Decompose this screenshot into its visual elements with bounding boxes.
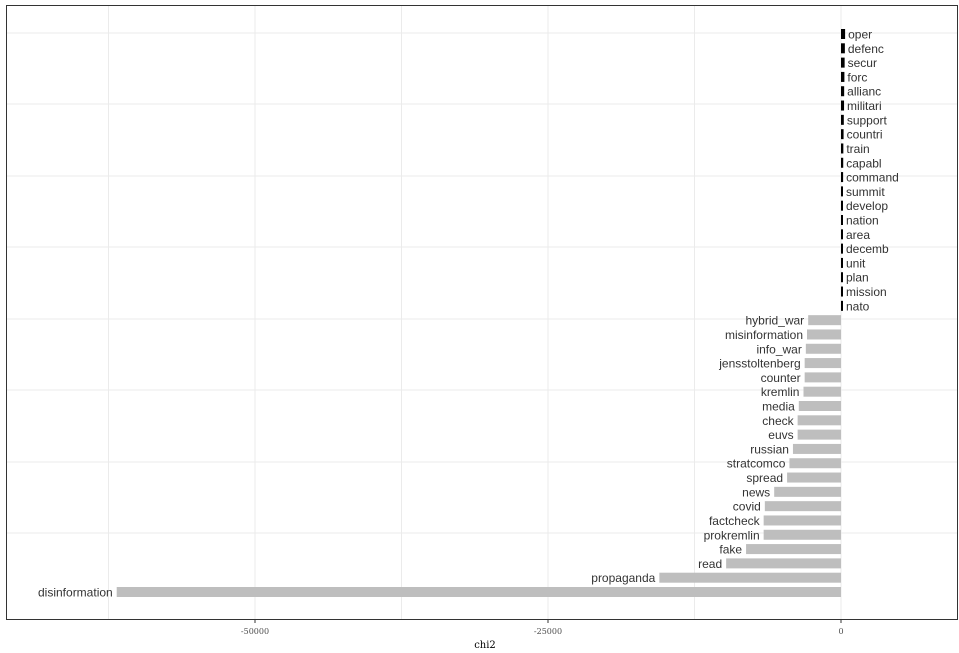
bar-label-secur: secur	[848, 56, 877, 70]
bar-label-disinformation: disinformation	[38, 586, 113, 600]
bar-label-forc: forc	[847, 70, 867, 84]
bar-nato	[841, 300, 843, 311]
bar-label-covid: covid	[733, 500, 761, 514]
bar-allianc	[841, 86, 845, 97]
bar-develop	[841, 200, 843, 211]
bar-propaganda	[659, 572, 841, 583]
bar-news	[774, 486, 841, 497]
bar-read	[726, 558, 841, 569]
bar-plan	[841, 272, 843, 283]
bar-label-support: support	[847, 113, 888, 127]
bar-label-kremlin: kremlin	[761, 385, 800, 399]
bar-capabl	[841, 157, 844, 168]
x-axis-title: chi2	[474, 640, 496, 651]
bar-euvs	[797, 429, 841, 440]
bar-label-capabl: capabl	[846, 156, 881, 170]
bar-disinformation	[116, 587, 842, 597]
bar-kremlin	[803, 386, 841, 397]
bar-label-area: area	[846, 228, 870, 242]
bar-countri	[841, 129, 844, 140]
bar-label-euvs: euvs	[768, 428, 793, 442]
bar-label-nation: nation	[846, 214, 879, 228]
bar-media	[798, 401, 841, 411]
bar-info_war	[805, 343, 841, 354]
bar-misinformation	[807, 329, 841, 340]
bar-factcheck	[763, 515, 841, 526]
x-tick-label: -50000	[241, 627, 269, 636]
bar-label-propaganda: propaganda	[591, 571, 655, 585]
bar-label-unit: unit	[846, 256, 866, 270]
bar-label-russian: russian	[750, 442, 789, 456]
bar-area	[841, 229, 843, 240]
bar-label-counter: counter	[761, 371, 801, 385]
bar-label-militari: militari	[847, 99, 882, 113]
bar-fake	[746, 544, 841, 555]
bar-russian	[792, 443, 841, 454]
bar-forc	[841, 71, 845, 82]
bar-unit	[841, 257, 843, 268]
bar-label-train: train	[846, 142, 869, 156]
bar-label-news: news	[742, 485, 770, 499]
bar-command	[841, 172, 844, 183]
bar-label-check: check	[762, 414, 794, 428]
bar-train	[841, 143, 844, 154]
bar-label-summit: summit	[846, 185, 885, 199]
bar-label-mission: mission	[846, 285, 887, 299]
bar-label-oper: oper	[848, 28, 872, 42]
bar-label-countri: countri	[847, 128, 883, 142]
x-axis-ticks: -50000 -25000 0	[241, 620, 844, 636]
bars	[116, 29, 846, 597]
bar-spread	[787, 472, 841, 483]
bar-label-jensstoltenberg: jensstoltenberg	[718, 357, 800, 371]
bar-secur	[841, 57, 845, 68]
bar-label-prokremlin: prokremlin	[704, 528, 760, 542]
panel-border	[6, 5, 958, 620]
bar-defenc	[841, 43, 845, 54]
bar-label-media: media	[762, 400, 795, 414]
bar-label-plan: plan	[846, 271, 869, 285]
bar-mission	[841, 286, 843, 297]
bar-support	[841, 114, 844, 125]
bar-militari	[841, 100, 845, 111]
bar-label-info_war: info_war	[756, 342, 801, 356]
bar-hybrid_war	[808, 315, 841, 326]
bar-label-fake: fake	[719, 543, 742, 557]
bar-stratcomco	[789, 458, 841, 469]
bar-label-hybrid_war: hybrid_war	[745, 314, 804, 328]
bar-check	[797, 415, 841, 426]
bar-label-defenc: defenc	[848, 42, 884, 56]
bar-prokremlin	[763, 529, 841, 540]
bar-labels: operdefencsecurforcalliancmilitarisuppor…	[38, 28, 899, 600]
bar-label-decemb: decemb	[846, 242, 889, 256]
bar-nation	[841, 215, 843, 225]
bar-label-allianc: allianc	[847, 85, 881, 99]
bar-label-read: read	[698, 557, 722, 571]
bar-label-command: command	[846, 171, 899, 185]
bar-label-nato: nato	[846, 299, 870, 313]
bar-label-stratcomco: stratcomco	[727, 457, 786, 471]
bar-decemb	[841, 243, 843, 254]
bar-oper	[841, 29, 846, 39]
bar-label-misinformation: misinformation	[725, 328, 803, 342]
x-tick-label: -25000	[534, 627, 562, 636]
bar-label-develop: develop	[846, 199, 888, 213]
gridlines	[7, 6, 957, 619]
bar-jensstoltenberg	[804, 358, 841, 369]
bar-covid	[764, 501, 841, 512]
bar-label-factcheck: factcheck	[709, 514, 761, 528]
bar-summit	[841, 186, 843, 197]
x-tick-label: 0	[838, 627, 843, 636]
bar-label-spread: spread	[746, 471, 783, 485]
bar-counter	[804, 372, 841, 383]
